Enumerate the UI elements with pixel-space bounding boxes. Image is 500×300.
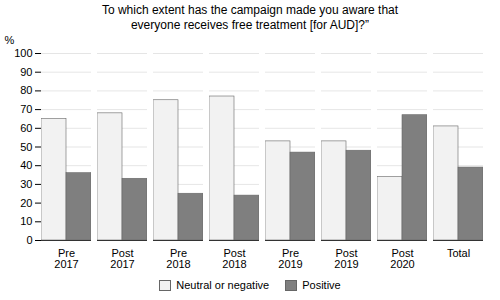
svg-text:40: 40 — [20, 159, 32, 171]
svg-text:Pre2019: Pre2019 — [278, 247, 302, 270]
svg-text:Post2019: Post2019 — [334, 247, 358, 270]
svg-text:Pre2017: Pre2017 — [54, 247, 78, 270]
svg-text:20: 20 — [20, 197, 32, 209]
svg-text:100: 100 — [14, 47, 32, 59]
svg-text:0: 0 — [26, 234, 32, 246]
svg-text:%: % — [5, 34, 15, 46]
svg-text:50: 50 — [20, 141, 32, 153]
svg-text:Post2017: Post2017 — [110, 247, 134, 270]
svg-text:Pre2018: Pre2018 — [166, 247, 190, 270]
svg-text:70: 70 — [20, 103, 32, 115]
html-text:Neutral or negative: Neutral or negative — [176, 278, 270, 291]
svg-text:30: 30 — [20, 178, 32, 190]
svg-text:10: 10 — [20, 215, 32, 227]
svg-text:60: 60 — [20, 122, 32, 134]
svg-text:Total: Total — [447, 247, 470, 259]
svg-text:80: 80 — [20, 84, 32, 96]
html-text:Positive: Positive — [302, 278, 341, 291]
svg-text:Post2020: Post2020 — [390, 247, 414, 270]
html-text:To which extent has the campai: To which extent has the campaign made yo… — [101, 3, 399, 32]
svg-text:Post2018: Post2018 — [222, 247, 246, 270]
svg-text:90: 90 — [20, 66, 32, 78]
